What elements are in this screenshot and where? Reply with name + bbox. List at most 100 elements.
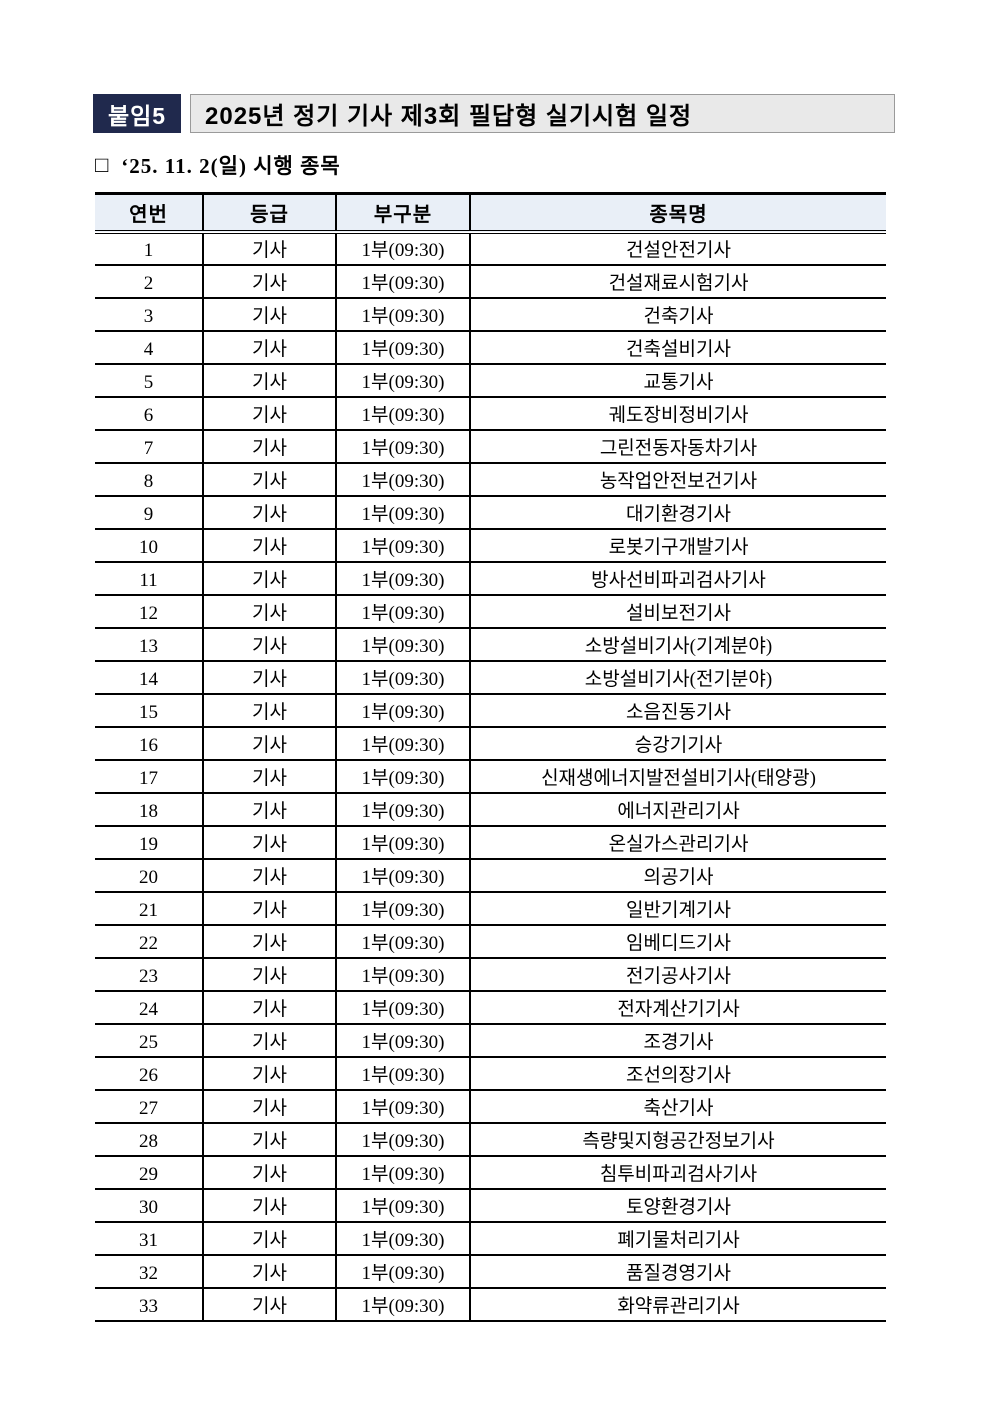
- cell-no: 7: [95, 429, 203, 464]
- cell-session: 1부(09:30): [335, 1221, 470, 1256]
- cell-no: 30: [95, 1188, 203, 1223]
- cell-session: 1부(09:30): [335, 792, 470, 827]
- cell-grade: 기사: [202, 726, 336, 761]
- cell-subject: 축산기사: [469, 1089, 886, 1124]
- col-header-no: 연번: [95, 193, 203, 234]
- cell-grade: 기사: [202, 495, 336, 530]
- cell-grade: 기사: [202, 924, 336, 959]
- cell-session: 1부(09:30): [335, 891, 470, 926]
- cell-subject: 소방설비기사(전기분야): [469, 660, 886, 695]
- cell-no: 33: [95, 1287, 203, 1322]
- table-row: 14 기사 1부(09:30) 소방설비기사(전기분야): [95, 660, 886, 695]
- cell-session: 1부(09:30): [335, 825, 470, 860]
- cell-subject: 건설재료시험기사: [469, 264, 886, 299]
- cell-session: 1부(09:30): [335, 627, 470, 662]
- table-row: 20 기사 1부(09:30) 의공기사: [95, 858, 886, 893]
- cell-subject: 그린전동자동차기사: [469, 429, 886, 464]
- table-row: 29 기사 1부(09:30) 침투비파괴검사기사: [95, 1155, 886, 1190]
- table-row: 21 기사 1부(09:30) 일반기계기사: [95, 891, 886, 926]
- table-row: 28 기사 1부(09:30) 측량및지형공간정보기사: [95, 1122, 886, 1157]
- cell-session: 1부(09:30): [335, 1089, 470, 1124]
- table-row: 15 기사 1부(09:30) 소음진동기사: [95, 693, 886, 728]
- cell-grade: 기사: [202, 1188, 336, 1223]
- cell-no: 28: [95, 1122, 203, 1157]
- cell-session: 1부(09:30): [335, 528, 470, 563]
- cell-no: 12: [95, 594, 203, 629]
- cell-session: 1부(09:30): [335, 396, 470, 431]
- cell-subject: 조선의장기사: [469, 1056, 886, 1091]
- cell-grade: 기사: [202, 429, 336, 464]
- exam-schedule-table: 연번 등급 부구분 종목명 1 기사 1부(09:30) 건설안전기사 2 기사 1부(09…: [95, 192, 886, 1322]
- table-row: 5 기사 1부(09:30) 교통기사: [95, 363, 886, 398]
- cell-grade: 기사: [202, 660, 336, 695]
- cell-session: 1부(09:30): [335, 462, 470, 497]
- cell-no: 25: [95, 1023, 203, 1058]
- table-row: 17 기사 1부(09:30) 신재생에너지발전설비기사(태양광): [95, 759, 886, 794]
- table-row: 24 기사 1부(09:30) 전자계산기기사: [95, 990, 886, 1025]
- cell-subject: 방사선비파괴검사기사: [469, 561, 886, 596]
- cell-no: 8: [95, 462, 203, 497]
- table-row: 11 기사 1부(09:30) 방사선비파괴검사기사: [95, 561, 886, 596]
- cell-grade: 기사: [202, 264, 336, 299]
- cell-no: 16: [95, 726, 203, 761]
- cell-session: 1부(09:30): [335, 957, 470, 992]
- cell-session: 1부(09:30): [335, 1254, 470, 1289]
- cell-grade: 기사: [202, 792, 336, 827]
- cell-subject: 소음진동기사: [469, 693, 886, 728]
- cell-no: 29: [95, 1155, 203, 1190]
- cell-grade: 기사: [202, 990, 336, 1025]
- cell-subject: 의공기사: [469, 858, 886, 893]
- col-header-session: 부구분: [335, 193, 470, 234]
- attachment-badge: 붙임5: [93, 94, 181, 133]
- cell-session: 1부(09:30): [335, 561, 470, 596]
- table-row: 6 기사 1부(09:30) 궤도장비정비기사: [95, 396, 886, 431]
- cell-subject: 일반기계기사: [469, 891, 886, 926]
- cell-session: 1부(09:30): [335, 231, 470, 266]
- cell-no: 1: [95, 231, 203, 266]
- cell-no: 21: [95, 891, 203, 926]
- cell-subject: 폐기물처리기사: [469, 1221, 886, 1256]
- cell-no: 31: [95, 1221, 203, 1256]
- cell-no: 5: [95, 363, 203, 398]
- cell-subject: 전기공사기사: [469, 957, 886, 992]
- cell-subject: 온실가스관리기사: [469, 825, 886, 860]
- cell-no: 17: [95, 759, 203, 794]
- cell-session: 1부(09:30): [335, 660, 470, 695]
- cell-grade: 기사: [202, 231, 336, 266]
- cell-session: 1부(09:30): [335, 594, 470, 629]
- cell-subject: 전자계산기기사: [469, 990, 886, 1025]
- cell-session: 1부(09:30): [335, 1188, 470, 1223]
- table-row: 12 기사 1부(09:30) 설비보전기사: [95, 594, 886, 629]
- cell-session: 1부(09:30): [335, 693, 470, 728]
- cell-session: 1부(09:30): [335, 759, 470, 794]
- cell-grade: 기사: [202, 1089, 336, 1124]
- table-row: 22 기사 1부(09:30) 임베디드기사: [95, 924, 886, 959]
- cell-no: 10: [95, 528, 203, 563]
- square-bullet-icon: □: [95, 152, 110, 177]
- table-row: 32 기사 1부(09:30) 품질경영기사: [95, 1254, 886, 1289]
- cell-grade: 기사: [202, 957, 336, 992]
- cell-grade: 기사: [202, 891, 336, 926]
- cell-no: 2: [95, 264, 203, 299]
- cell-grade: 기사: [202, 363, 336, 398]
- col-header-subject: 종목명: [469, 193, 886, 234]
- table-row: 18 기사 1부(09:30) 에너지관리기사: [95, 792, 886, 827]
- cell-grade: 기사: [202, 396, 336, 431]
- cell-session: 1부(09:30): [335, 495, 470, 530]
- cell-grade: 기사: [202, 1155, 336, 1190]
- table-row: 4 기사 1부(09:30) 건축설비기사: [95, 330, 886, 365]
- cell-session: 1부(09:30): [335, 1023, 470, 1058]
- cell-no: 13: [95, 627, 203, 662]
- cell-session: 1부(09:30): [335, 990, 470, 1025]
- cell-subject: 토양환경기사: [469, 1188, 886, 1223]
- cell-grade: 기사: [202, 561, 336, 596]
- exam-table-body: 1 기사 1부(09:30) 건설안전기사 2 기사 1부(09:30) 건설재료시험기사 3 기…: [95, 231, 886, 1322]
- cell-grade: 기사: [202, 1122, 336, 1157]
- cell-session: 1부(09:30): [335, 1287, 470, 1322]
- col-header-grade: 등급: [202, 193, 336, 234]
- cell-subject: 교통기사: [469, 363, 886, 398]
- cell-grade: 기사: [202, 1287, 336, 1322]
- cell-subject: 화약류관리기사: [469, 1287, 886, 1322]
- section-title: ‘25. 11. 2(일) 시행 종목: [121, 154, 341, 178]
- cell-session: 1부(09:30): [335, 297, 470, 332]
